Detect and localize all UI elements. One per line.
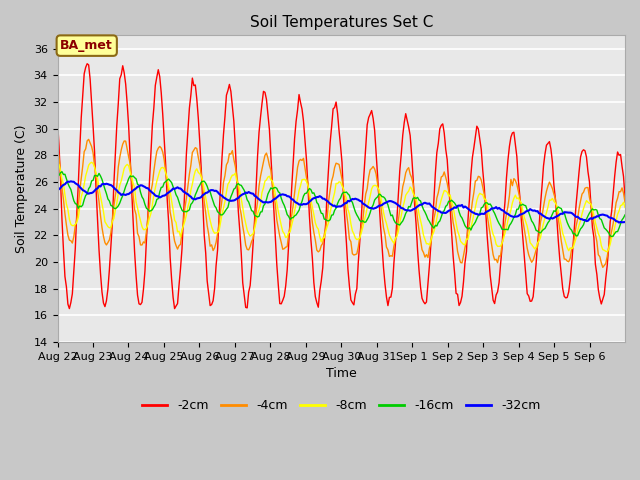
-8cm xyxy=(460,241,467,247)
-16cm xyxy=(460,219,467,225)
X-axis label: Time: Time xyxy=(326,367,356,380)
-4cm xyxy=(544,183,552,189)
-32cm xyxy=(67,179,75,184)
-4cm xyxy=(85,136,93,142)
Y-axis label: Soil Temperature (C): Soil Temperature (C) xyxy=(15,124,28,253)
-16cm xyxy=(608,234,616,240)
-32cm xyxy=(74,182,82,188)
-8cm xyxy=(604,249,611,254)
-2cm xyxy=(92,186,100,192)
-4cm xyxy=(620,190,627,196)
-8cm xyxy=(544,204,552,210)
-8cm xyxy=(54,160,61,166)
-4cm xyxy=(92,173,100,179)
Line: -2cm: -2cm xyxy=(58,64,625,309)
-32cm xyxy=(460,204,467,210)
-32cm xyxy=(544,216,552,221)
-4cm xyxy=(54,145,61,151)
-8cm xyxy=(347,221,355,227)
-4cm xyxy=(599,264,607,270)
-8cm xyxy=(88,159,95,165)
-16cm xyxy=(620,215,627,221)
-16cm xyxy=(74,205,82,211)
-32cm xyxy=(347,197,355,203)
-32cm xyxy=(620,219,627,225)
-8cm xyxy=(73,219,81,225)
-4cm xyxy=(73,216,81,222)
-2cm xyxy=(54,118,61,123)
-16cm xyxy=(92,173,100,179)
-16cm xyxy=(347,198,355,204)
-8cm xyxy=(92,170,100,176)
-16cm xyxy=(621,212,629,218)
Legend: -2cm, -4cm, -8cm, -16cm, -32cm: -2cm, -4cm, -8cm, -16cm, -32cm xyxy=(137,394,545,417)
Line: -16cm: -16cm xyxy=(58,172,625,237)
-4cm xyxy=(460,252,467,258)
-2cm xyxy=(545,139,553,144)
-4cm xyxy=(621,199,629,205)
-2cm xyxy=(621,194,629,200)
-32cm xyxy=(92,186,100,192)
-2cm xyxy=(73,210,81,216)
-16cm xyxy=(58,169,66,175)
-2cm xyxy=(171,306,179,312)
Text: BA_met: BA_met xyxy=(60,39,113,52)
Line: -8cm: -8cm xyxy=(58,162,625,252)
-2cm xyxy=(620,174,627,180)
-2cm xyxy=(83,61,91,67)
Line: -4cm: -4cm xyxy=(58,139,625,267)
Title: Soil Temperatures Set C: Soil Temperatures Set C xyxy=(250,15,433,30)
-8cm xyxy=(621,204,629,210)
-2cm xyxy=(349,300,356,306)
Line: -32cm: -32cm xyxy=(58,181,625,223)
-16cm xyxy=(54,173,61,179)
-2cm xyxy=(461,260,469,265)
-32cm xyxy=(615,220,623,226)
-16cm xyxy=(544,220,552,226)
-8cm xyxy=(620,200,627,205)
-4cm xyxy=(347,239,355,244)
-32cm xyxy=(621,219,629,225)
-32cm xyxy=(54,187,61,192)
